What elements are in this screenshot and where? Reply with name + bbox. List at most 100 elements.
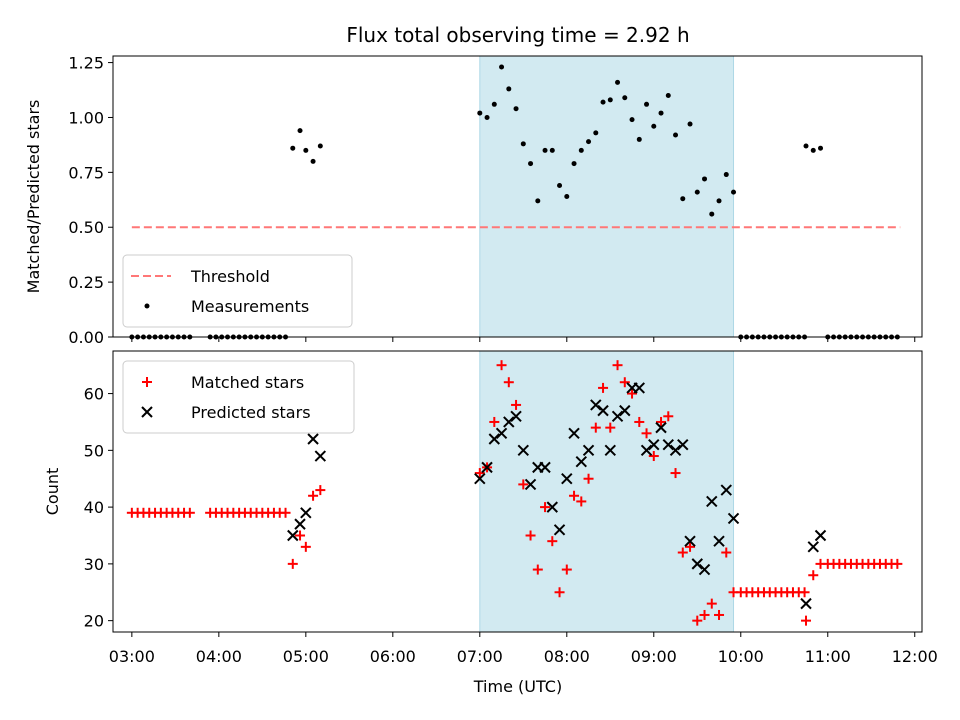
predicted-star-point [698, 563, 711, 576]
measurement-point [586, 139, 592, 145]
bottom-panel: 20 30 40 50 60 03:00 04:00 05:00 06:00 07:00 08:00… [43, 350, 938, 666]
x-b [307, 433, 319, 445]
x-b [713, 535, 725, 547]
y-tick-label: 0.00 [68, 328, 104, 347]
x-b [662, 438, 674, 451]
y-tick-label: 50 [84, 441, 104, 460]
matched-star-point [699, 609, 710, 620]
predicted-star-point [727, 512, 740, 525]
matched-star-point [706, 598, 717, 609]
x-b [669, 444, 682, 457]
x-b [495, 427, 508, 440]
axes-frame [112, 350, 923, 633]
predicted-star-point [677, 438, 689, 451]
matched-star-point [503, 377, 514, 388]
matched-star-point [612, 360, 623, 371]
measurement-point [484, 114, 490, 120]
measurement-point [542, 147, 548, 153]
y-tick-label: 0.50 [68, 218, 104, 237]
matched-star-point [280, 507, 291, 518]
x-b [597, 404, 609, 417]
x-b [503, 416, 515, 428]
legend-label: Threshold [190, 267, 270, 286]
x-b [807, 541, 819, 553]
matched-star-point [569, 490, 580, 501]
predicted-star-point [604, 444, 616, 457]
x-b [698, 563, 711, 576]
x-b [553, 524, 566, 536]
matched-star-point [641, 428, 652, 439]
matched-star-point [308, 490, 319, 501]
x-b [287, 529, 299, 542]
measurement-point [310, 158, 316, 164]
measurement-point [687, 121, 693, 127]
x-b [481, 461, 493, 474]
predicted-star-point [691, 558, 703, 570]
measurement-point [803, 143, 809, 149]
x-tick-label: 07:00 [457, 647, 503, 666]
legend-box [122, 360, 355, 434]
x-tick-label: 03:00 [109, 647, 155, 666]
predicted-star-point [294, 518, 306, 530]
x-b [314, 450, 327, 462]
predicted-star-point [307, 433, 319, 445]
predicted-star-point [495, 427, 508, 440]
x-b [655, 421, 667, 434]
measurement-point [303, 147, 309, 153]
measurement-point [593, 130, 599, 136]
measurement-point [615, 79, 621, 85]
predicted-star-point [669, 444, 682, 457]
predicted-star-point [655, 421, 667, 434]
matched-star-point [799, 587, 810, 598]
x-tick-label: 09:00 [631, 647, 677, 666]
x-b [539, 461, 551, 474]
predicted-star-point [546, 501, 559, 513]
x-tick-label: 06:00 [370, 647, 416, 666]
matched-star-point [663, 411, 674, 422]
legend-label: Matched stars [191, 373, 304, 392]
measurement-point [723, 172, 729, 178]
measurement-point [477, 110, 483, 116]
predicted-star-point [597, 404, 609, 417]
matched-star-point [518, 479, 529, 490]
x-b [524, 478, 537, 491]
y-tick-label: 30 [84, 555, 104, 574]
observing-window-shade [479, 55, 735, 338]
predicted-star-point [481, 461, 493, 474]
matched-star-point [670, 468, 681, 479]
x-b [619, 404, 631, 417]
legend-x-b [141, 406, 153, 418]
predicted-star-point [539, 461, 551, 474]
predicted-star-point [474, 473, 486, 485]
predicted-star-point [648, 438, 660, 451]
measurement-point [731, 189, 737, 195]
measurement-point [818, 145, 824, 151]
predicted-star-point [713, 535, 725, 547]
matched-star-point [287, 558, 298, 569]
x-tick-label: 11:00 [805, 647, 851, 666]
x-b [800, 597, 812, 610]
x-b [568, 427, 580, 440]
legend-box [122, 254, 353, 328]
measurement-point [499, 64, 505, 70]
predicted-star-point [561, 473, 573, 485]
legend-label: Measurements [191, 297, 309, 316]
legend: Matched stars Predicted stars [122, 360, 355, 434]
predicted-star-point [720, 484, 732, 496]
predicted-star-point [807, 541, 819, 553]
y-axis-label: Count [43, 468, 62, 516]
measurement-point [716, 198, 722, 204]
measurement-point [528, 161, 534, 167]
x-b [582, 444, 595, 457]
predicted-star-point [300, 507, 312, 519]
matched-star-point [554, 587, 565, 598]
matched-star-point [300, 541, 311, 552]
predicted-star-point [684, 535, 696, 547]
measurement-point [665, 93, 671, 99]
predicted-star-point [488, 433, 501, 445]
measurement-point [607, 97, 613, 103]
matched-star-point [685, 541, 696, 552]
y-axis-label: Matched/Predicted stars [24, 100, 43, 294]
matched-star-point [561, 564, 572, 575]
